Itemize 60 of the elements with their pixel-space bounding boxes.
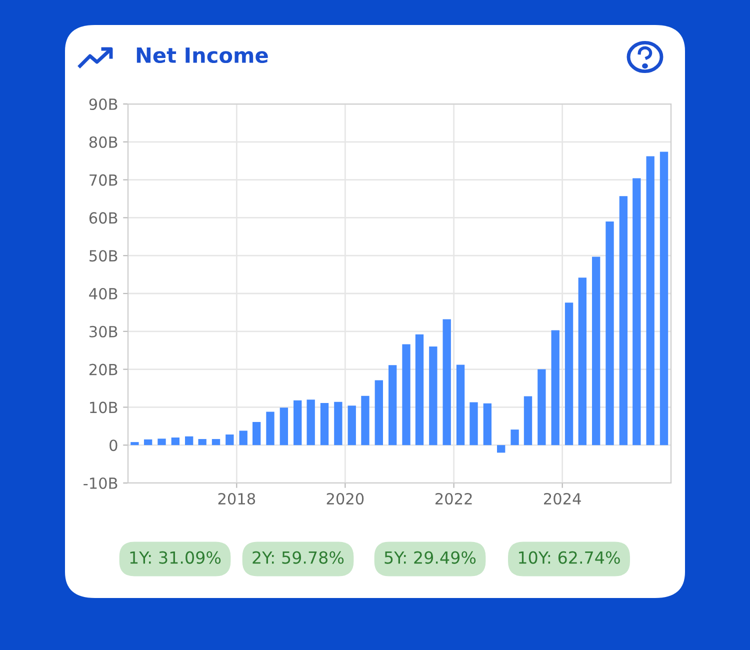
y-tick-label: 40B (89, 288, 118, 300)
bar (226, 434, 234, 446)
y-tick-label: 50B (90, 250, 118, 262)
chart-title: Net Income (136, 48, 268, 64)
bar (158, 438, 166, 446)
bar (130, 442, 139, 446)
bar (592, 256, 600, 446)
bar (483, 403, 492, 446)
bar (456, 364, 465, 446)
bar (660, 152, 668, 446)
bar (144, 439, 152, 446)
bar (524, 396, 532, 446)
text: 5Y: 29.49% (384, 551, 476, 564)
bar (348, 406, 356, 446)
bar (564, 302, 574, 446)
bar (334, 402, 342, 446)
bar (266, 412, 274, 446)
bar (212, 439, 220, 446)
bar (361, 396, 370, 446)
bar (632, 178, 641, 446)
y-tick-label: 60B (89, 212, 118, 224)
y-tick-label: 90B (89, 98, 118, 110)
bar (578, 278, 586, 446)
bar (402, 344, 410, 446)
bar (185, 436, 194, 446)
bar (306, 400, 315, 446)
bar (497, 445, 506, 453)
bar (320, 403, 329, 446)
y-tick-label: 70B (90, 174, 118, 186)
y-tick-label: 20B (89, 364, 118, 376)
text: 2Y: 59.78% (252, 551, 344, 564)
bar (294, 400, 302, 446)
text: 1Y: 31.09% (130, 551, 221, 564)
y-tick-label: 0 (110, 440, 118, 452)
x-tick-label: 2024 (544, 492, 581, 505)
bar (388, 365, 397, 446)
bar (551, 330, 560, 446)
bar (198, 439, 206, 446)
x-tick-label: 2020 (326, 492, 364, 505)
y-tick-label: 30B (90, 326, 118, 338)
bar (429, 346, 438, 446)
x-tick-label: 2022 (436, 492, 472, 505)
bar (538, 369, 546, 446)
bar (442, 319, 451, 446)
y-tick-label: -10B (84, 477, 118, 490)
bar (619, 196, 628, 446)
y-tick-label: 80B (89, 136, 118, 148)
bar (606, 221, 614, 446)
bar (374, 380, 383, 446)
bar (415, 334, 424, 446)
bar (171, 438, 180, 446)
text: 10Y: 62.74% (519, 551, 620, 564)
bar (510, 430, 519, 446)
bar (239, 430, 248, 446)
bar (470, 402, 478, 446)
bar (280, 408, 288, 446)
x-tick-label: 2018 (218, 492, 256, 505)
bar (646, 156, 654, 446)
y-tick-label: 10B (90, 402, 118, 414)
bar (252, 422, 261, 446)
